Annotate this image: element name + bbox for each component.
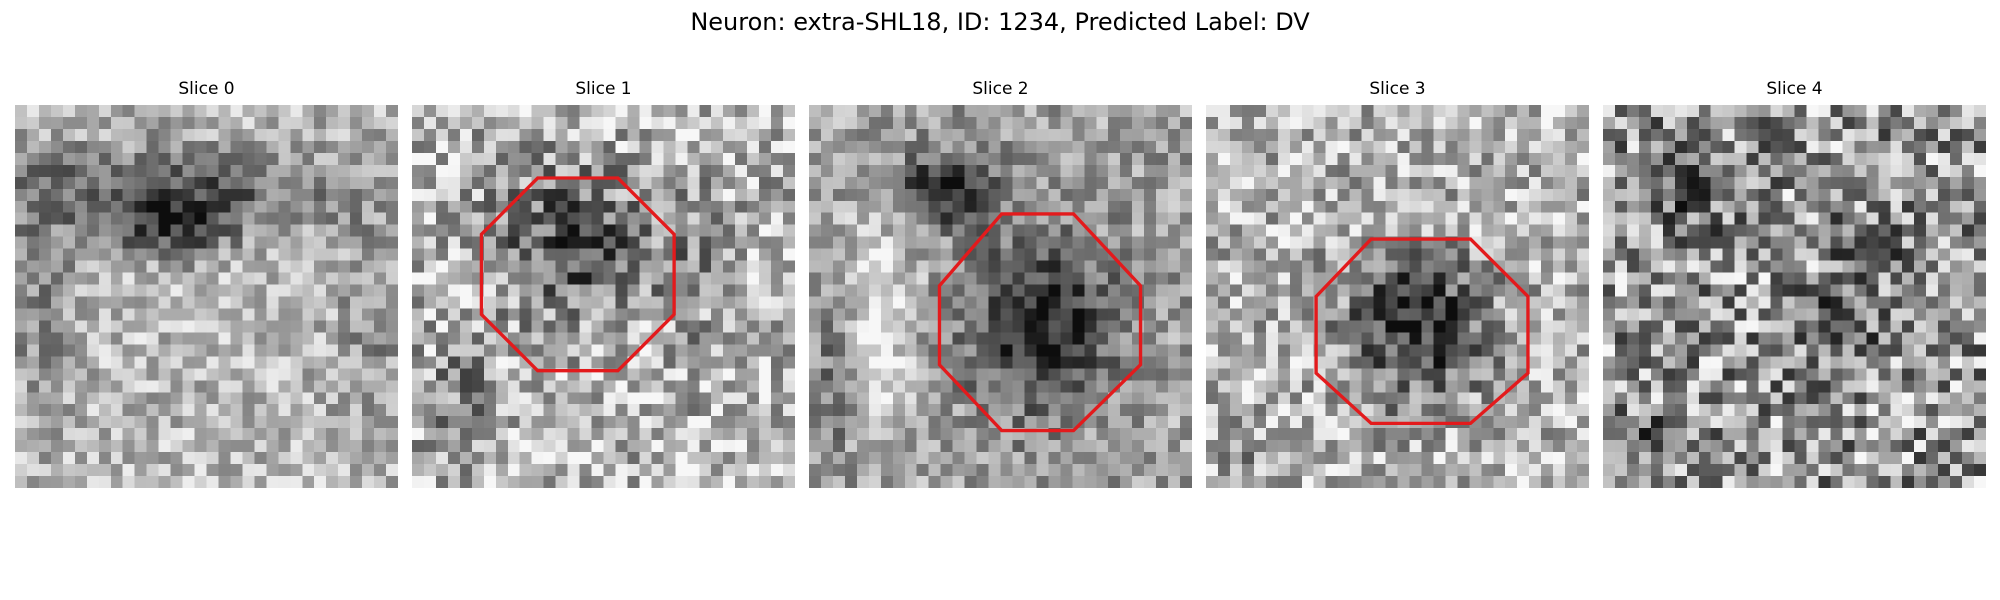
- slice-panel-1: Slice 1: [412, 79, 795, 488]
- slice-panel-2: Slice 2: [809, 79, 1192, 488]
- slice-image-2: [809, 105, 1192, 488]
- slice-title-3: Slice 3: [1369, 79, 1426, 99]
- slice-title-1: Slice 1: [575, 79, 632, 99]
- figure-title: Neuron: extra-SHL18, ID: 1234, Predicted…: [690, 8, 1310, 36]
- slice-image-4: [1603, 105, 1986, 488]
- slice-panel-4: Slice 4: [1603, 79, 1986, 488]
- octagon-outline-2: [937, 212, 1143, 433]
- octagon-outline-1: [479, 176, 676, 373]
- slice-image-3: [1206, 105, 1589, 488]
- pixel-grid-1: [412, 105, 795, 488]
- pixel-grid-0: [15, 105, 398, 488]
- octagon-outline-3: [1314, 237, 1530, 426]
- slice-title-0: Slice 0: [178, 79, 235, 99]
- pixel-grid-4: [1603, 105, 1986, 488]
- pixel-grid-2: [809, 105, 1192, 488]
- slice-panel-0: Slice 0: [15, 79, 398, 488]
- slice-title-2: Slice 2: [972, 79, 1029, 99]
- slice-image-1: [412, 105, 795, 488]
- pixel-grid-3: [1206, 105, 1589, 488]
- slice-image-0: [15, 105, 398, 488]
- slice-panel-3: Slice 3: [1206, 79, 1589, 488]
- slice-title-4: Slice 4: [1766, 79, 1823, 99]
